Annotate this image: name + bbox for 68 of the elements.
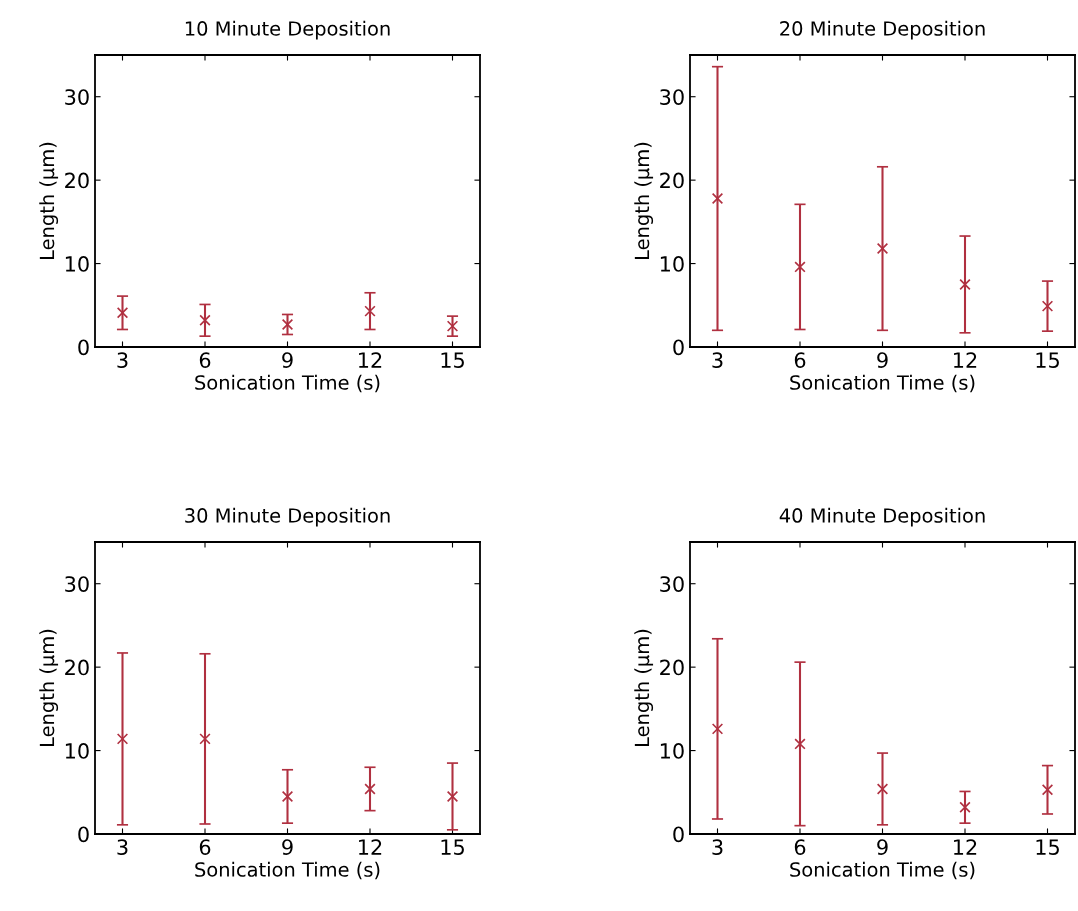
chart-title: 20 Minute Deposition <box>780 20 985 40</box>
y-tick-label: 10 <box>660 743 684 759</box>
point <box>281 318 294 331</box>
x-tick-label: 9 <box>877 352 888 368</box>
x-tick-label: 15 <box>441 839 464 855</box>
point <box>711 192 724 205</box>
y-tick-label: 0 <box>673 339 684 356</box>
y-tick-label: 30 <box>65 576 89 592</box>
point <box>1041 784 1054 796</box>
y-tick-label: 0 <box>78 826 89 843</box>
x-tick-label: 12 <box>954 839 977 855</box>
x-tick-label: 6 <box>794 839 806 855</box>
x-tick-label: 3 <box>117 352 128 368</box>
y-tick-label: 20 <box>660 659 684 676</box>
x-tick-label: 9 <box>282 839 293 855</box>
y-axis-title: Length (μm) <box>634 629 654 746</box>
y-axis-title: Length (μm) <box>634 142 654 259</box>
y-tick-label: 30 <box>660 576 684 592</box>
x-axis-title: Sonication Time (s) <box>195 861 380 880</box>
x-axis-title: Sonication Time (s) <box>195 374 380 393</box>
x-tick-label: 6 <box>199 352 211 368</box>
point <box>959 278 971 291</box>
y-tick-label: 30 <box>65 89 89 105</box>
x-tick-label: 12 <box>359 839 382 855</box>
x-tick-label: 6 <box>794 352 806 368</box>
x-tick-label: 3 <box>712 839 723 855</box>
point <box>876 242 889 255</box>
point <box>281 790 294 803</box>
point <box>711 723 724 735</box>
chart-title: 10 Minute Deposition <box>185 20 390 40</box>
point <box>446 320 459 332</box>
point <box>794 261 806 273</box>
x-tick-label: 12 <box>954 352 977 368</box>
chart-title: 30 Minute Deposition <box>185 507 390 527</box>
x-tick-label: 15 <box>441 352 464 368</box>
x-axis-title: Sonication Time (s) <box>790 861 975 880</box>
y-tick-label: 20 <box>660 172 684 189</box>
x-tick-label: 9 <box>877 839 888 855</box>
point <box>876 783 889 795</box>
point <box>116 733 129 745</box>
y-tick-label: 30 <box>660 89 684 105</box>
x-axis-title: Sonication Time (s) <box>790 374 975 393</box>
y-tick-label: 10 <box>65 743 89 759</box>
y-tick-label: 20 <box>65 659 89 676</box>
x-tick-label: 12 <box>359 352 382 368</box>
x-tick-label: 9 <box>282 352 293 368</box>
point <box>959 801 971 813</box>
point <box>116 307 129 319</box>
y-axis-title: Length (μm) <box>39 629 59 746</box>
y-axis-title: Length (μm) <box>39 142 59 259</box>
x-tick-label: 6 <box>199 839 211 855</box>
point <box>199 733 211 745</box>
y-tick-label: 10 <box>660 256 684 272</box>
point <box>364 783 376 795</box>
point <box>794 738 806 750</box>
chart-title: 40 Minute Deposition <box>779 507 985 527</box>
point <box>446 790 459 803</box>
y-tick-label: 0 <box>78 339 89 356</box>
point <box>364 305 376 317</box>
x-tick-label: 3 <box>712 352 723 368</box>
x-tick-label: 15 <box>1036 839 1059 855</box>
point <box>199 314 211 326</box>
x-tick-label: 3 <box>117 839 128 855</box>
y-tick-label: 20 <box>65 172 89 189</box>
x-tick-label: 15 <box>1036 352 1059 368</box>
y-tick-label: 0 <box>673 826 684 843</box>
y-tick-label: 10 <box>65 256 89 272</box>
point <box>1041 300 1054 312</box>
